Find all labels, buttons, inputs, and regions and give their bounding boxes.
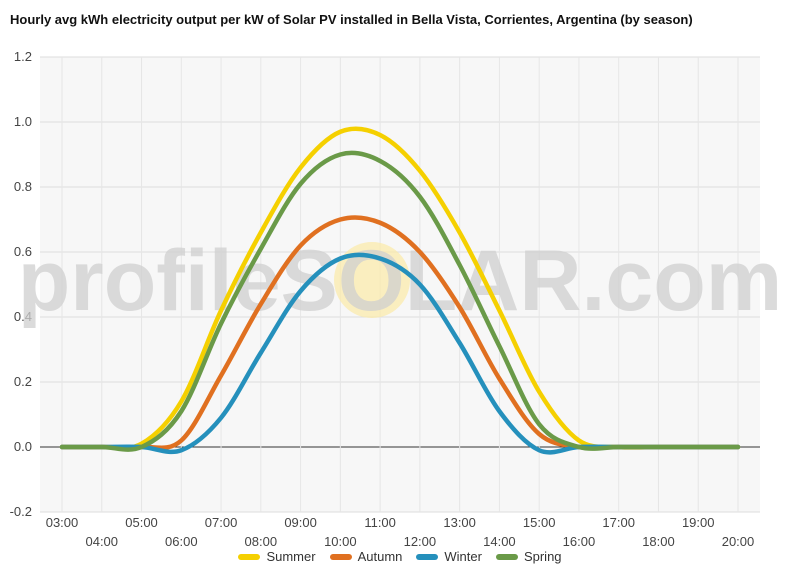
legend-swatch: [495, 553, 518, 560]
legend-swatch: [329, 553, 352, 560]
legend-swatch: [416, 553, 439, 560]
x-tick-label: 05:00: [125, 515, 158, 530]
legend-item-summer[interactable]: Summer: [238, 549, 316, 564]
x-tick-label: 06:00: [165, 534, 198, 549]
x-tick-label: 12:00: [404, 534, 437, 549]
y-tick-label: 1.2: [14, 49, 32, 64]
x-tick-label: 19:00: [682, 515, 715, 530]
y-tick-label: 0.0: [14, 439, 32, 454]
x-tick-label: 09:00: [284, 515, 317, 530]
legend-item-spring[interactable]: Spring: [495, 549, 562, 564]
x-tick-label: 14:00: [483, 534, 516, 549]
x-tick-label: 11:00: [364, 515, 396, 530]
x-tick-label: 04:00: [85, 534, 118, 549]
x-tick-label: 20:00: [722, 534, 755, 549]
legend-label: Autumn: [357, 549, 403, 564]
legend-item-winter[interactable]: Winter: [416, 549, 482, 564]
y-tick-label: -0.2: [10, 504, 32, 519]
x-tick-label: 03:00: [46, 515, 79, 530]
chart-legend: Summer Autumn Winter Spring: [0, 549, 800, 564]
legend-item-autumn[interactable]: Autumn: [329, 549, 403, 564]
y-tick-label: 0.8: [14, 179, 32, 194]
legend-label: Summer: [266, 549, 316, 564]
legend-label: Spring: [523, 549, 562, 564]
x-tick-label: 16:00: [563, 534, 596, 549]
x-tick-label: 07:00: [205, 515, 238, 530]
y-tick-label: 0.2: [14, 374, 32, 389]
chart-title: Hourly avg kWh electricity output per kW…: [10, 12, 693, 27]
x-tick-label: 10:00: [324, 534, 357, 549]
watermark-text: profileSOLAR.com: [18, 233, 783, 329]
legend-swatch: [238, 553, 261, 560]
x-tick-label: 18:00: [642, 534, 675, 549]
series-line-spring: [59, 150, 741, 452]
x-tick-label: 08:00: [245, 534, 278, 549]
legend-label: Winter: [444, 549, 482, 564]
x-tick-label: 17:00: [602, 515, 635, 530]
y-tick-label: 0.4: [14, 309, 32, 324]
y-tick-label: 1.0: [14, 114, 32, 129]
x-tick-label: 13:00: [443, 515, 476, 530]
x-tick-label: 15:00: [523, 515, 556, 530]
y-tick-label: 0.6: [14, 244, 32, 259]
